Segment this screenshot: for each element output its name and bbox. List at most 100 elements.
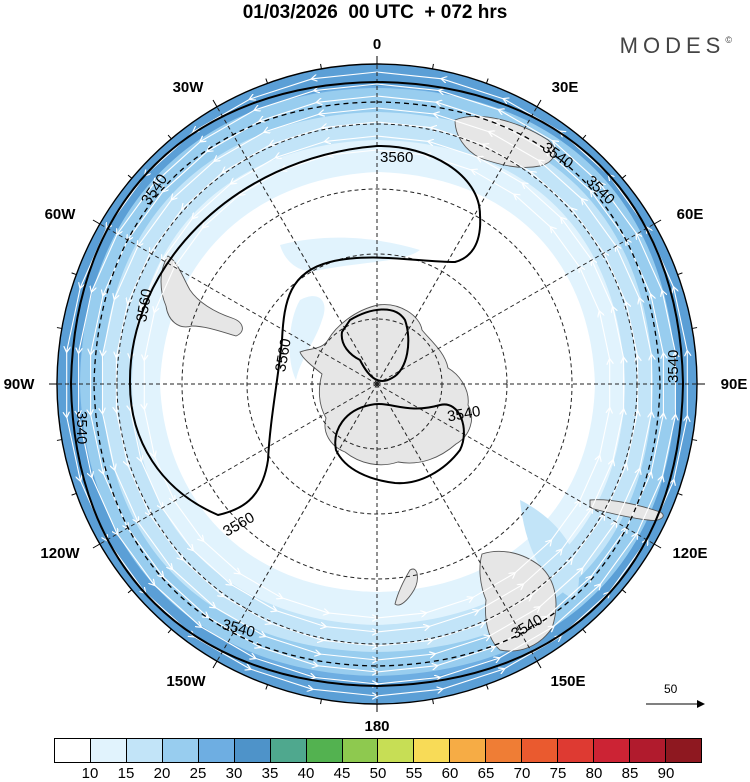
boundary-tick xyxy=(127,174,133,179)
colorbar-label: 35 xyxy=(261,765,279,782)
colorbar-swatch xyxy=(378,739,415,762)
colorbar-label: 60 xyxy=(441,765,459,782)
colorbar-label: 50 xyxy=(369,765,387,782)
colorbar-label: 65 xyxy=(477,765,495,782)
lon-label-150w: 150W xyxy=(166,673,206,690)
colorbar-swatch xyxy=(665,739,701,762)
colorbar-label: 45 xyxy=(333,765,351,782)
lon-label-60e: 60E xyxy=(677,206,704,223)
boundary-tick xyxy=(265,78,269,84)
lon-label-30e: 30E xyxy=(552,79,579,96)
colorbar-label: 90 xyxy=(657,765,675,782)
colorbar-swatch xyxy=(630,739,666,762)
contour-3540-inner-north xyxy=(340,308,410,382)
boundary-ticks xyxy=(49,56,705,712)
colorbar-swatch xyxy=(162,739,199,762)
colorbar-swatch xyxy=(126,739,163,762)
contour-3540-outer xyxy=(69,80,685,688)
colorbar-swatch xyxy=(270,739,307,762)
boundary-tick xyxy=(536,99,542,108)
boundary-tick xyxy=(127,589,133,594)
colorbar-swatch xyxy=(594,739,630,762)
boundary-tick xyxy=(56,327,62,329)
meridian-line xyxy=(99,223,378,385)
colorbar-label: 75 xyxy=(549,765,567,782)
meridian-line xyxy=(376,223,655,385)
colorbar-swatch xyxy=(450,739,487,762)
colorbar-swatch xyxy=(234,739,271,762)
boundary-tick xyxy=(212,660,218,669)
colorbar-label: 30 xyxy=(225,765,243,782)
lon-label-120e: 120E xyxy=(672,545,707,562)
map-title: 01/03/2026 00 UTC + 072 hrs xyxy=(242,2,508,23)
boundary-tick xyxy=(167,628,172,634)
colorbar-label: 10 xyxy=(81,765,99,782)
boundary-tick xyxy=(621,174,627,179)
logo-copyright-mark: © xyxy=(725,35,732,45)
meridian-line xyxy=(216,106,378,385)
colorbar-label: 55 xyxy=(405,765,423,782)
colorbar-swatch xyxy=(558,739,595,762)
longitude-labels: 0 30E 60E 90E 120E 150E 180 150W 120W 90… xyxy=(4,36,748,735)
colorbar-label: 25 xyxy=(189,765,207,782)
boundary-tick xyxy=(71,492,77,496)
lon-label-0: 0 xyxy=(373,36,381,53)
boundary-tick xyxy=(582,134,587,140)
colorbar-label: 80 xyxy=(585,765,603,782)
colorbar-swatch xyxy=(306,739,343,762)
boundary-tick xyxy=(485,684,489,690)
colorbar-label: 20 xyxy=(153,765,171,782)
boundary-tick xyxy=(320,63,322,69)
colorbar xyxy=(54,738,702,763)
colorbar-label: 70 xyxy=(513,765,531,782)
boundary-tick xyxy=(92,543,101,549)
lon-label-120w: 120W xyxy=(40,545,80,562)
meridian-line xyxy=(99,383,378,545)
reference-arrow-icon xyxy=(646,700,705,708)
boundary-tick xyxy=(212,99,218,108)
contour-3540-dashed xyxy=(93,101,661,667)
contour-label: 3540 xyxy=(665,350,682,383)
contour-label: 3540 xyxy=(73,411,90,444)
meridian-line xyxy=(376,383,655,545)
lon-label-90e: 90E xyxy=(721,376,748,393)
boundary-tick xyxy=(582,628,587,634)
polar-map: 3560 3540 3540 3560 3560 3560 3540 3540 … xyxy=(4,36,748,735)
colorbar-labels: 10 15 20 25 30 35 40 45 50 55 60 65 70 75 80 85 90 xyxy=(54,765,702,782)
reference-vector: 50 xyxy=(644,680,708,720)
contour-label: 3560 xyxy=(272,337,295,373)
boundary-tick xyxy=(485,78,489,84)
boundary-tick xyxy=(432,63,434,69)
boundary-tick xyxy=(677,272,683,276)
colorbar-swatch xyxy=(486,739,523,762)
latitude-circle-3 xyxy=(181,188,573,580)
meridian-line xyxy=(376,383,538,662)
boundary-tick xyxy=(92,219,101,225)
colorbar-swatch xyxy=(55,739,91,762)
boundary-tick xyxy=(692,439,698,441)
colorbar-swatch xyxy=(414,739,451,762)
contour-label: 3560 xyxy=(133,288,156,324)
boundary-tick xyxy=(536,660,542,669)
boundary-tick xyxy=(653,543,662,549)
boundary-tick xyxy=(621,589,627,594)
modes-logo: MODES© xyxy=(620,33,732,59)
colorbar-label: 40 xyxy=(297,765,315,782)
lon-label-90w: 90W xyxy=(4,376,36,393)
boundary-tick xyxy=(71,272,77,276)
boundary-tick xyxy=(320,699,322,705)
meridian-line xyxy=(216,383,378,662)
reference-vector-value: 50 xyxy=(664,682,678,696)
contour-label: 3560 xyxy=(380,149,413,166)
logo-text: MODES xyxy=(619,33,726,58)
meridian-line xyxy=(376,106,538,385)
boundary-tick xyxy=(692,327,698,329)
geopotential-contours xyxy=(69,80,685,688)
colorbar-swatch xyxy=(342,739,379,762)
lon-label-180: 180 xyxy=(364,718,389,735)
boundary-tick xyxy=(56,439,62,441)
contour-label: 3540 xyxy=(446,403,482,426)
colorbar-label: 85 xyxy=(621,765,639,782)
boundary-tick xyxy=(677,492,683,496)
colorbar-swatch xyxy=(522,739,559,762)
